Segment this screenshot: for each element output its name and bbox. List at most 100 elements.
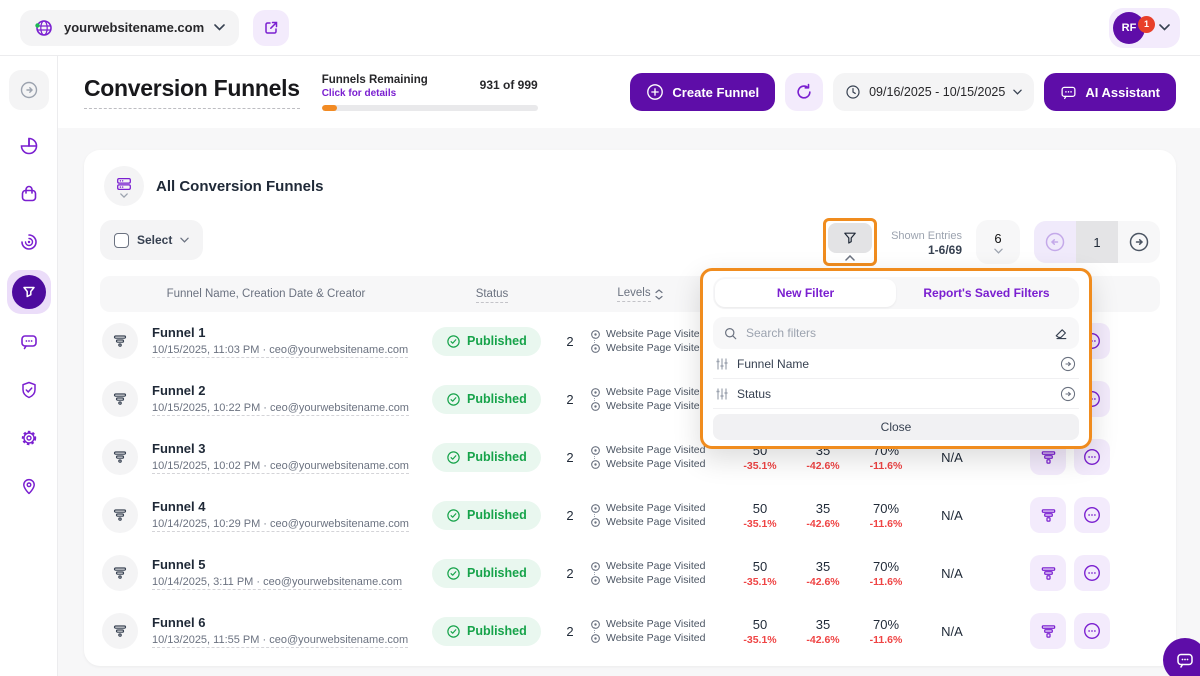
step-marker-icon xyxy=(590,387,601,398)
support-chat-button[interactable] xyxy=(1163,638,1200,676)
ai-assistant-button[interactable]: AI Assistant xyxy=(1044,73,1176,111)
filter-button[interactable] xyxy=(828,223,873,261)
filter-tabs: New Filter Report's Saved Filters xyxy=(713,277,1079,309)
filter-item-status[interactable]: Status xyxy=(713,379,1079,409)
funnel-row-icon xyxy=(102,555,138,591)
table-row[interactable]: Funnel 4 10/14/2025, 10:29 PM · ceo@your… xyxy=(100,486,1160,544)
arrow-right-circle-icon xyxy=(1128,231,1150,253)
status-badge: Published xyxy=(432,500,541,530)
next-page-button[interactable] xyxy=(1118,221,1160,263)
metric-conversions: 35 -42.6% xyxy=(806,558,840,588)
funnel-steps: Website Page Visited Website Page Visite… xyxy=(588,385,728,413)
sidebar-item-analytics[interactable] xyxy=(9,126,49,166)
header-status[interactable]: Status xyxy=(432,288,552,303)
chevron-down-icon xyxy=(993,248,1003,254)
select-dropdown[interactable]: Select xyxy=(100,220,204,260)
sidebar-item-store[interactable] xyxy=(9,174,49,214)
sidebar-item-locations[interactable] xyxy=(9,466,49,506)
sliders-icon xyxy=(715,357,729,371)
funnels-remaining-widget[interactable]: Funnels Remaining Click for details 931 … xyxy=(321,74,538,111)
step-marker-icon xyxy=(590,633,601,644)
header-levels[interactable]: Levels xyxy=(552,287,728,302)
view-funnel-chart-button[interactable] xyxy=(1030,497,1066,533)
funnel-name[interactable]: Funnel 5 xyxy=(152,556,206,572)
click-for-details-link[interactable]: Click for details xyxy=(321,87,397,99)
tab-new-filter[interactable]: New Filter xyxy=(715,279,896,307)
arrow-left-circle-icon xyxy=(1044,231,1066,253)
status-badge: Published xyxy=(432,616,541,646)
metric-rate: 70% -11.6% xyxy=(869,616,903,646)
funnel-steps: Website Page Visited Website Page Visite… xyxy=(588,327,728,355)
row-more-button[interactable] xyxy=(1074,555,1110,591)
current-page[interactable]: 1 xyxy=(1076,221,1118,263)
sidebar-item-tracking[interactable] xyxy=(9,222,49,262)
funnel-name[interactable]: Funnel 3 xyxy=(152,440,206,456)
funnel-scan-icon xyxy=(11,275,46,309)
sidebar-item-security[interactable] xyxy=(9,370,49,410)
check-circle-icon xyxy=(446,566,461,581)
step-marker-icon xyxy=(590,459,601,470)
filter-popup: New Filter Report's Saved Filters Funnel… xyxy=(700,268,1092,449)
funnel-row-icon xyxy=(102,613,138,649)
select-all-checkbox[interactable] xyxy=(114,232,129,248)
funnel-row-icon xyxy=(102,439,138,475)
metric-conversions: 35 -42.6% xyxy=(806,616,840,646)
sidebar-item-funnels[interactable] xyxy=(6,270,51,314)
funnel-name[interactable]: Funnel 1 xyxy=(152,324,206,340)
refresh-icon xyxy=(795,83,813,101)
funnel-steps: Website Page Visited Website Page Visite… xyxy=(588,501,728,529)
metric-visitors: 50 -35.1% xyxy=(743,558,777,588)
sliders-icon xyxy=(715,387,729,401)
date-range-picker[interactable]: 09/16/2025 - 10/15/2025 xyxy=(833,73,1035,111)
step-marker-icon xyxy=(590,503,601,514)
step-marker-icon xyxy=(590,575,601,586)
status-badge: Published xyxy=(432,442,541,472)
open-site-button[interactable] xyxy=(253,9,290,46)
site-selector[interactable]: yourwebsitename.com xyxy=(20,9,240,46)
eraser-icon[interactable] xyxy=(1053,325,1069,341)
row-more-button[interactable] xyxy=(1074,613,1110,649)
create-funnel-button[interactable]: Create Funnel xyxy=(630,73,776,111)
card-title: All Conversion Funnels xyxy=(156,177,324,195)
row-more-button[interactable] xyxy=(1074,497,1110,533)
chevron-down-icon xyxy=(180,237,190,243)
table-icon xyxy=(115,175,133,193)
prev-page-button[interactable] xyxy=(1034,221,1076,263)
sidebar-collapse-button[interactable] xyxy=(8,70,49,110)
filter-item-funnel-name[interactable]: Funnel Name xyxy=(713,349,1079,379)
account-menu[interactable]: RF 1 xyxy=(1109,7,1180,48)
arrow-right-circle-icon xyxy=(1059,385,1077,403)
check-circle-icon xyxy=(446,508,461,523)
funnel-meta: 10/15/2025, 10:02 PM · ceo@yourwebsitena… xyxy=(152,459,409,474)
refresh-button[interactable] xyxy=(785,73,824,111)
view-funnel-chart-button[interactable] xyxy=(1030,613,1066,649)
bag-icon xyxy=(19,184,39,204)
table-row[interactable]: Funnel 3 10/15/2025, 10:02 PM · ceo@your… xyxy=(100,428,1160,486)
funnel-name[interactable]: Funnel 4 xyxy=(152,498,206,514)
sidebar-item-chat[interactable] xyxy=(9,322,49,362)
funnel-name[interactable]: Funnel 2 xyxy=(152,382,206,398)
funnels-remaining-count: 931 of 999 xyxy=(479,77,538,92)
arrow-right-circle-icon xyxy=(1059,355,1077,373)
funnel-steps: Website Page Visited Website Page Visite… xyxy=(588,559,728,587)
view-funnel-chart-button[interactable] xyxy=(1030,555,1066,591)
tab-saved-filters[interactable]: Report's Saved Filters xyxy=(923,286,1050,300)
funnels-list-icon-button[interactable] xyxy=(104,166,144,206)
filter-search-input[interactable] xyxy=(746,326,1045,340)
table-row[interactable]: Funnel 6 10/13/2025, 11:55 PM · ceo@your… xyxy=(100,602,1160,660)
funnel-name[interactable]: Funnel 6 xyxy=(152,614,206,630)
sidebar-item-settings[interactable] xyxy=(9,418,49,458)
table-row[interactable]: Funnel 5 10/14/2025, 3:11 PM · ceo@yourw… xyxy=(100,544,1160,602)
radar-icon xyxy=(19,232,39,252)
step-marker-icon xyxy=(590,343,601,354)
check-circle-icon xyxy=(446,450,461,465)
page-size-select[interactable]: 6 xyxy=(976,220,1020,264)
step-marker-icon xyxy=(590,329,601,340)
metric-conversions: 35 -42.6% xyxy=(806,500,840,530)
chat-bot-icon xyxy=(1175,650,1195,670)
filter-search[interactable] xyxy=(713,317,1079,349)
filter-close-button[interactable]: Close xyxy=(713,414,1079,440)
funnels-progress-fill xyxy=(321,104,337,111)
sort-icon xyxy=(655,288,663,300)
shown-entries: Shown Entries 1-6/69 xyxy=(891,229,962,257)
